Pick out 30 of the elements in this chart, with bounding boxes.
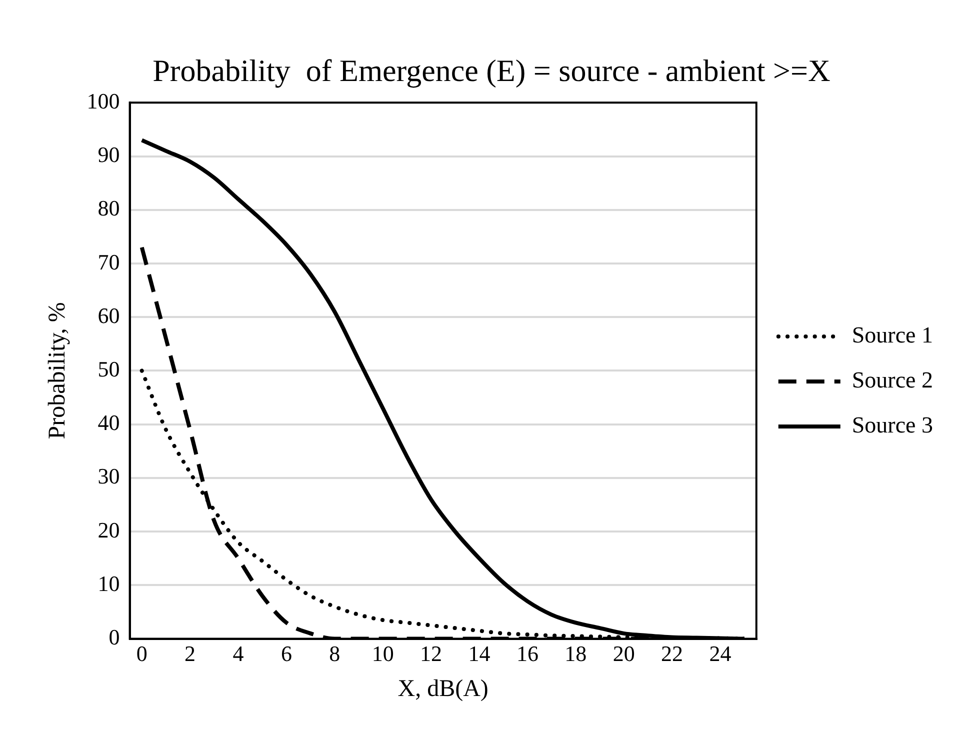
y-tick-label: 70 (98, 249, 120, 274)
x-tick-label: 20 (612, 640, 635, 666)
x-tick-label: 2 (184, 640, 196, 666)
y-tick-label: 0 (108, 624, 120, 650)
x-tick-label: 8 (329, 640, 340, 666)
chart-title: Probability of Emergence (E) = source - ambient >=X (152, 52, 830, 88)
legend-label: Source 1 (852, 322, 934, 348)
y-tick-label: 90 (98, 142, 120, 168)
y-tick-label: 80 (98, 196, 120, 221)
y-tick-label: 30 (98, 464, 120, 489)
y-tick-label: 20 (98, 517, 120, 542)
y-tick-label: 40 (98, 410, 120, 436)
x-tick-label: 18 (564, 640, 587, 666)
y-tick-label: 100 (86, 88, 120, 114)
x-tick-label: 14 (468, 640, 490, 666)
y-tick-label: 10 (98, 570, 120, 596)
x-tick-label: 24 (709, 640, 732, 666)
y-tick-label: 50 (98, 356, 120, 382)
x-tick-label: 16 (516, 640, 538, 666)
x-tick-label: 22 (661, 640, 684, 666)
x-tick-label: 10 (372, 640, 394, 666)
x-axis-title: X, dB(A) (398, 676, 488, 702)
x-tick-label: 0 (136, 640, 148, 666)
y-tick-label: 60 (98, 302, 120, 328)
legend-label: Source 3 (852, 412, 934, 438)
x-tick-label: 6 (280, 640, 292, 666)
x-tick-label: 4 (232, 640, 244, 666)
y-axis-title: Probability, % (44, 302, 71, 440)
legend-label: Source 2 (852, 368, 934, 393)
x-tick-label: 12 (420, 640, 442, 666)
